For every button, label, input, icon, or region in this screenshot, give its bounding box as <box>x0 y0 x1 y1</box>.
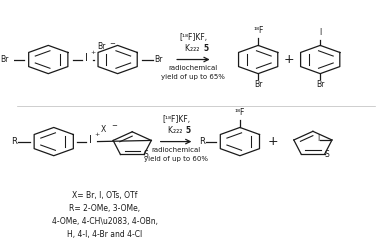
Text: Br: Br <box>0 55 9 64</box>
Text: I: I <box>319 28 321 37</box>
Text: S: S <box>324 149 329 159</box>
Text: Br: Br <box>254 81 262 89</box>
Text: I: I <box>317 134 320 143</box>
Text: X: X <box>100 124 106 134</box>
Text: ¹⁸F: ¹⁸F <box>235 108 245 117</box>
Text: K₂₂₂: K₂₂₂ <box>168 126 184 135</box>
Text: I: I <box>85 53 88 63</box>
Text: Br: Br <box>98 42 106 51</box>
Text: [¹⁸F]KF,: [¹⁸F]KF, <box>162 116 190 124</box>
Text: Br: Br <box>316 81 325 89</box>
Text: 5: 5 <box>185 126 190 135</box>
Text: −: − <box>109 41 115 47</box>
Text: ¹⁸F: ¹⁸F <box>253 26 263 35</box>
Text: K₂₂₂: K₂₂₂ <box>185 44 202 53</box>
Text: 5: 5 <box>204 44 209 53</box>
Text: +: + <box>284 53 294 66</box>
Text: radiochemical: radiochemical <box>169 65 218 71</box>
Text: S: S <box>144 150 148 159</box>
Text: R: R <box>11 137 17 146</box>
Text: R: R <box>200 137 205 146</box>
Text: [¹⁸F]KF,: [¹⁸F]KF, <box>179 33 207 42</box>
Text: X= Br, I, OTs, OTf
R= 2-OMe, 3-OMe,
4-OMe, 4-CH\u2083, 4-OBn,
H, 4-I, 4-Br and 4: X= Br, I, OTs, OTf R= 2-OMe, 3-OMe, 4-OM… <box>52 191 158 239</box>
Text: Br: Br <box>154 55 162 64</box>
Text: I: I <box>89 135 92 145</box>
Text: +: + <box>94 132 100 137</box>
Text: −: − <box>111 123 117 129</box>
Text: +: + <box>90 50 96 55</box>
Text: yield of up to 60%: yield of up to 60% <box>144 156 208 162</box>
Text: +: + <box>268 135 278 148</box>
Text: radiochemical: radiochemical <box>151 147 201 153</box>
Text: yield of up to 65%: yield of up to 65% <box>162 74 225 80</box>
